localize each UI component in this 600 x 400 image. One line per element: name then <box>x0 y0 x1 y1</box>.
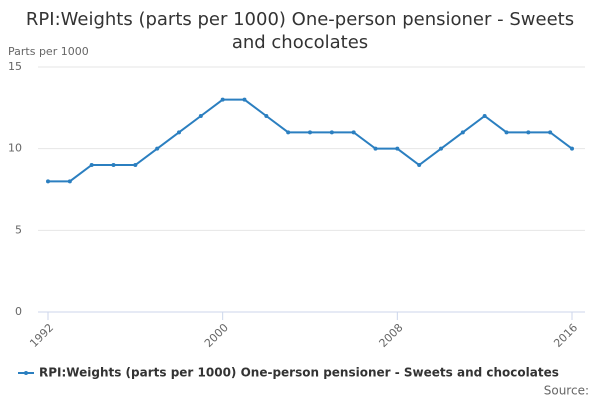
point <box>89 163 94 167</box>
point <box>504 130 509 135</box>
point <box>439 146 443 151</box>
x-tick-label: 2000 <box>202 321 231 350</box>
legend-label: RPI:Weights (parts per 1000) One-person … <box>39 366 559 380</box>
chart-title: RPI:Weights (parts per 1000) One-person … <box>25 9 575 53</box>
point <box>133 163 138 167</box>
point <box>242 97 247 102</box>
point <box>548 130 553 135</box>
x-tick-label: 2016 <box>551 321 580 350</box>
x-tick-label: 2008 <box>377 321 406 350</box>
point <box>373 146 378 151</box>
point <box>460 130 465 135</box>
y-tick-label: 5 <box>15 223 22 236</box>
point <box>482 114 487 118</box>
source: Source: <box>544 384 589 398</box>
legend-symbol-point <box>24 371 28 375</box>
point <box>111 163 116 167</box>
point <box>155 146 160 151</box>
point <box>526 130 531 135</box>
point <box>264 114 269 118</box>
y-tick-label: 0 <box>15 305 22 318</box>
y-tick-label: 10 <box>8 142 22 155</box>
x-tick-label: 1992 <box>27 321 56 350</box>
point <box>351 130 356 135</box>
point <box>220 97 225 102</box>
y-axis-label: Parts per 1000 <box>8 45 89 58</box>
point <box>67 179 72 184</box>
point <box>395 146 400 151</box>
point <box>286 130 291 135</box>
point <box>198 114 203 118</box>
point <box>329 130 334 135</box>
point <box>570 146 574 151</box>
point <box>177 130 181 135</box>
y-tick-label: 15 <box>8 60 22 73</box>
line <box>48 98 573 183</box>
point <box>417 163 422 167</box>
point <box>46 179 50 184</box>
point <box>308 130 312 135</box>
